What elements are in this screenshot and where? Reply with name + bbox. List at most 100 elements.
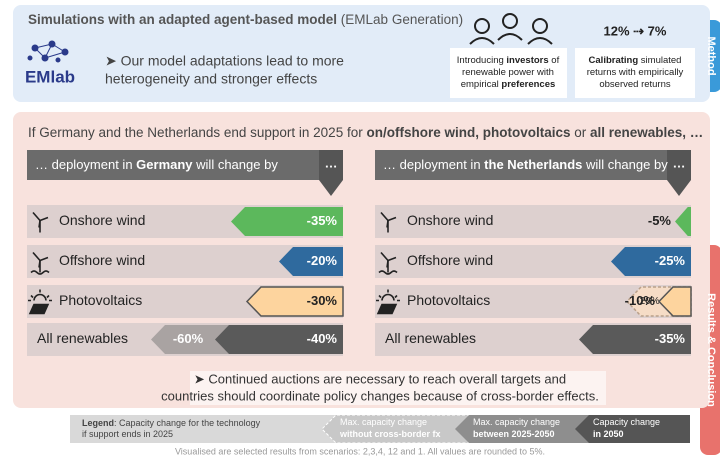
rich-text: between 2025-2050: [473, 429, 555, 439]
legend-arrow: [455, 415, 590, 443]
technology-icon: [376, 289, 400, 315]
change-arrow: [231, 207, 343, 236]
text-segment: … deployment in: [35, 157, 136, 172]
rich-text: Calibrating simulated: [589, 55, 682, 66]
text-segment: if support ends in 2025: [82, 429, 173, 439]
text-segment: simulated: [638, 55, 681, 66]
more-box: [667, 150, 691, 180]
technology-label: Photovoltaics: [59, 292, 142, 308]
investor-icons: [469, 13, 553, 45]
text-segment: observed returns: [599, 79, 671, 90]
text-segment: empirical: [461, 79, 502, 90]
value-label: -35%: [307, 213, 338, 228]
icon-part: [376, 289, 400, 302]
text-segment: renewable power with: [462, 67, 554, 78]
change-arrow: [611, 247, 691, 276]
logo-network: [27, 40, 69, 63]
text-segment: in 2050: [593, 429, 624, 439]
text-segment: Introducing: [457, 55, 507, 66]
technology-label: Offshore wind: [59, 252, 145, 268]
value-label: -20%: [307, 253, 338, 268]
summary-line: heterogeneity and stronger effects: [105, 71, 317, 87]
country-header: [27, 150, 319, 180]
icon-part: [380, 211, 397, 228]
rich-text: observed returns: [599, 79, 671, 90]
icon-part: [28, 303, 50, 315]
technology-label: Onshore wind: [59, 212, 145, 228]
change-arrow: [279, 247, 343, 276]
text-segment: : Capacity change for the technology: [114, 418, 261, 428]
value-label: -5%: [648, 213, 672, 228]
change-arrow: [245, 286, 344, 317]
text-segment: will change by: [193, 157, 279, 172]
legend-arrow: [575, 415, 690, 443]
value-label: -40%: [307, 331, 338, 346]
rich-text: if support ends in 2025: [82, 429, 173, 439]
icon-part: [28, 289, 52, 302]
technology-label: All renewables: [385, 330, 476, 346]
country-header: [375, 150, 667, 180]
rich-text: Max. capacity change: [473, 417, 560, 427]
rich-text: Capacity change: [593, 417, 660, 427]
logo: EMlab: [25, 67, 75, 86]
results-tab-label: Results & Conclusion: [705, 293, 717, 407]
rich-text: … deployment in the Netherlands will cha…: [383, 157, 668, 172]
technology-icon: [28, 289, 52, 315]
technology-icon: [378, 251, 398, 275]
rich-text: empirical preferences: [461, 79, 556, 90]
change-arrow: [675, 207, 691, 236]
more-box: [319, 150, 343, 180]
rich-text: Legend: Capacity change for the technolo…: [82, 418, 261, 428]
rich-text: in 2050: [593, 429, 624, 439]
technology-label: Onshore wind: [407, 212, 493, 228]
technology-icon: [32, 211, 49, 233]
header-pointer: [667, 180, 691, 196]
rich-text: renewable power with: [462, 67, 554, 78]
method-box: [575, 48, 695, 98]
icon-part: [378, 270, 398, 275]
text-segment: on/offshore wind, photovoltaics: [366, 125, 570, 140]
technology-label: All renewables: [37, 330, 128, 346]
technology-icon: [380, 211, 397, 233]
icon-part: [32, 211, 49, 228]
rich-text: Introducing investors of: [457, 55, 560, 66]
more-label: …: [673, 155, 686, 170]
rich-text: … deployment in Germany will change by: [35, 157, 278, 172]
text-segment: or: [570, 125, 590, 140]
rich-text: without cross-border fx: [339, 429, 441, 439]
text-segment: will change by: [582, 157, 668, 172]
technology-icon: [30, 251, 50, 275]
header-pointer: [319, 180, 343, 196]
text-segment: preferences: [501, 79, 555, 90]
text-segment: If Germany and the Netherlands end suppo…: [28, 125, 366, 140]
rich-text: Simulations with an adapted agent-based …: [28, 12, 463, 27]
icon-part: [32, 251, 49, 268]
text-segment: all renewables, …: [590, 125, 703, 140]
rate-change: 12% ⇢ 7%: [604, 23, 667, 38]
rich-text: If Germany and the Netherlands end suppo…: [28, 125, 703, 140]
text-segment: of: [549, 55, 560, 66]
text-segment: Max. capacity change: [340, 417, 427, 427]
text-segment: investors: [506, 55, 548, 66]
text-segment: Legend: [82, 418, 114, 428]
text-segment: Simulations with an adapted agent-based …: [28, 12, 337, 27]
text-segment: returns with empirically: [587, 67, 684, 78]
text-segment: Capacity change: [593, 417, 660, 427]
method-box: [450, 48, 567, 98]
conclusion-line: countries should coordinate policy chang…: [161, 388, 599, 403]
rich-text: Max. capacity change: [340, 417, 427, 427]
footnote: Visualised are selected results from sce…: [175, 446, 545, 456]
text-segment: the Netherlands: [484, 157, 582, 172]
text-segment: … deployment in: [383, 157, 484, 172]
icon-part: [376, 303, 398, 315]
technology-label: Photovoltaics: [407, 292, 490, 308]
text-segment: Calibrating: [589, 55, 639, 66]
value-label: -35%: [655, 331, 686, 346]
text-segment: Max. capacity change: [473, 417, 560, 427]
change-arrow: [579, 325, 691, 354]
text-segment: between 2025-2050: [473, 429, 555, 439]
text-segment: Germany: [136, 157, 193, 172]
secondary-value-label: -20%: [636, 296, 659, 307]
